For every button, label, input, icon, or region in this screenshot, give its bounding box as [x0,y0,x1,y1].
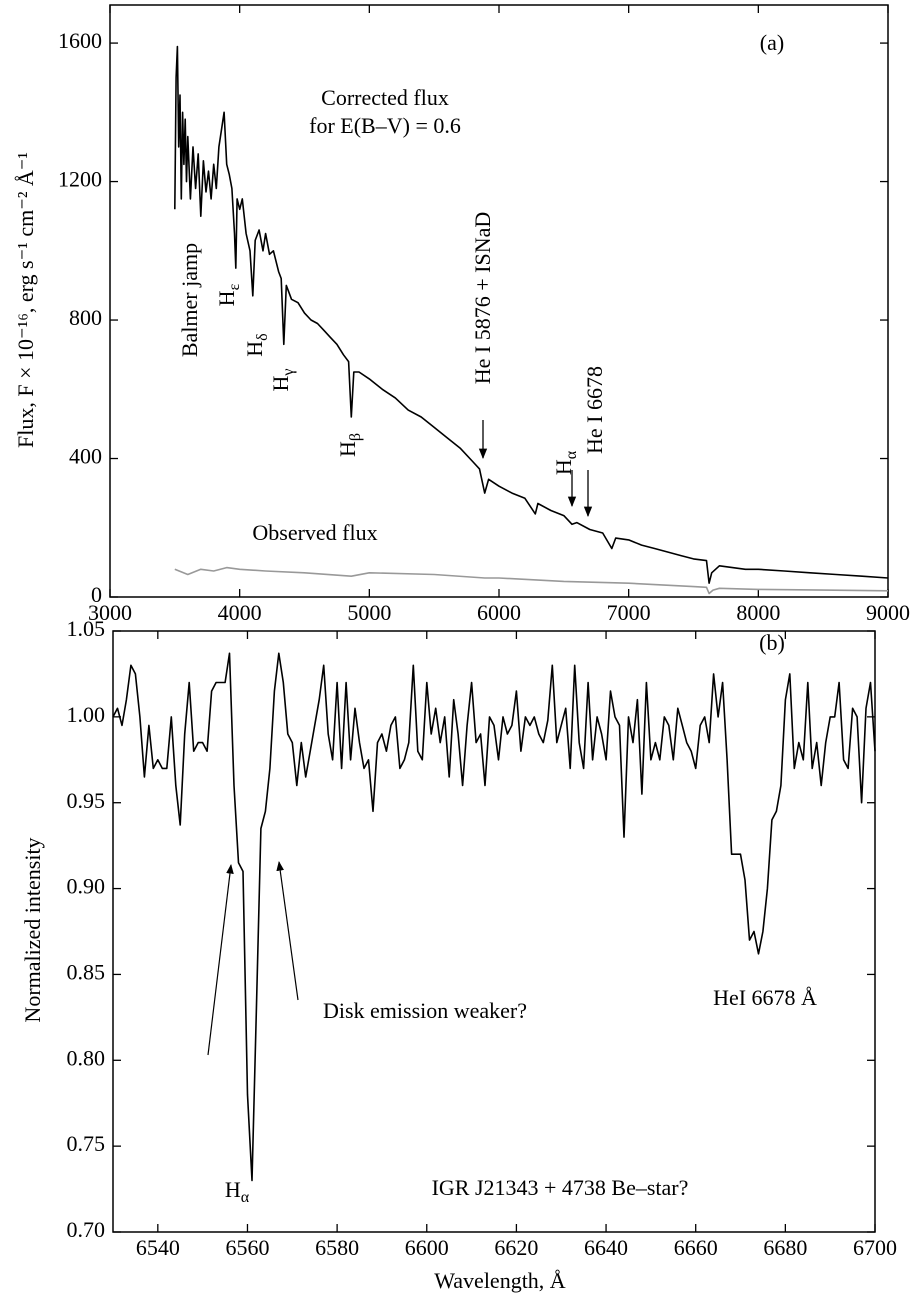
annotation: He I 6678 [582,366,607,454]
x-tick-label: 6000 [477,600,521,625]
annotation: Corrected flux [321,85,449,110]
annotation: (b) [759,630,785,655]
annotation: (a) [760,30,784,55]
annotation: He I 5876 + ISNaD [470,212,495,385]
y-tick-label: 800 [69,305,102,330]
y-tick-label: 400 [69,444,102,469]
annotation: Hγ [268,369,297,392]
y-tick-label: 1.00 [67,702,106,727]
x-tick-label: 6560 [225,1235,269,1260]
arrow [276,861,299,1001]
y-tick-label: 0.80 [67,1045,106,1070]
plot-frame [112,630,876,1233]
y-tick-label: 1600 [58,28,102,53]
annotation: for E(B–V) = 0.6 [309,113,461,138]
y-tick-label: 0.85 [67,959,106,984]
y-tick-label: 0 [91,582,102,607]
x-tick-label: 9000 [866,600,910,625]
y-tick-label: 0.70 [67,1217,106,1242]
annotation: Hδ [242,333,271,356]
annotation: Hε [214,283,243,306]
spectrum-line [174,566,889,595]
x-tick-label: 3000 [88,600,132,625]
x-tick-label: 6640 [584,1235,628,1260]
x-tick-label: 4000 [218,600,262,625]
x-tick-label: 5000 [347,600,391,625]
x-tick-label: 6660 [674,1235,718,1260]
x-tick-label: 6600 [405,1235,449,1260]
annotation: Observed flux [252,520,377,545]
x-tick-label: 7000 [607,600,651,625]
y-tick-label: 0.75 [67,1131,106,1156]
annotation: Balmer jamp [177,243,202,357]
annotation: Hα [551,450,580,475]
x-tick-label: 6700 [853,1235,897,1260]
annotation: Hα [225,1177,250,1206]
x-tick-label: 6680 [763,1235,807,1260]
x-tick-label: 6580 [315,1235,359,1260]
y-axis-label: Flux, F × 10⁻¹⁶, erg s⁻¹ cm⁻² Å⁻¹ [13,152,38,448]
annotation: Disk emission weaker? [323,998,527,1023]
x-tick-label: 6620 [494,1235,538,1260]
y-axis-label: Normalized intensity [20,837,45,1022]
annotation: IGR J21343 + 4738 Be–star? [432,1175,689,1200]
y-tick-label: 0.95 [67,788,106,813]
y-tick-label: 1200 [58,167,102,192]
x-tick-label: 8000 [736,600,780,625]
x-axis-label: Wavelength, Å [434,1268,566,1293]
y-tick-label: 0.90 [67,874,106,899]
arrow [207,864,234,1056]
spectrum-line [174,45,889,585]
spectrum-line [112,652,876,1182]
annotation: HeI 6678 Å [713,985,817,1010]
annotation: Hβ [335,433,364,457]
x-tick-label: 6540 [136,1235,180,1260]
y-tick-label: 1.05 [67,616,106,641]
